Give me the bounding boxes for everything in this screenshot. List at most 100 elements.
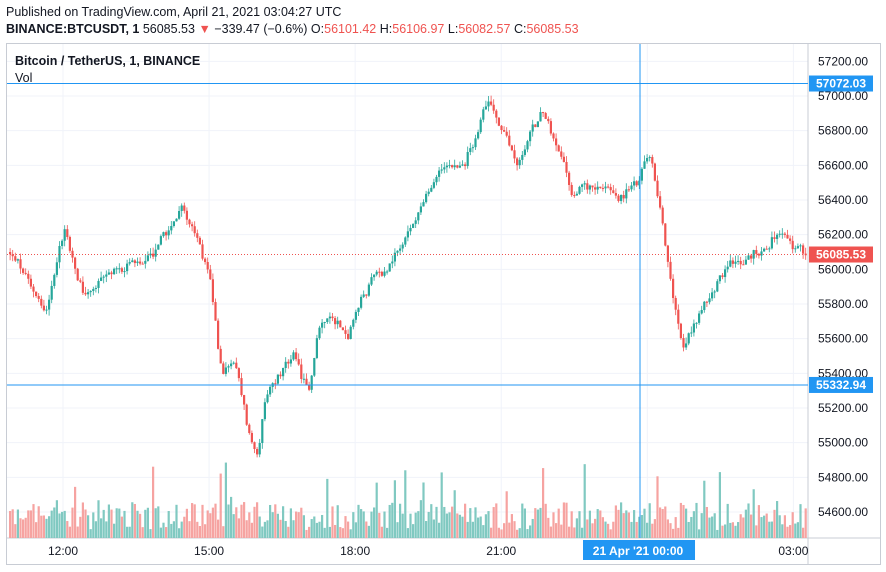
candle-body xyxy=(344,330,347,334)
candle-body xyxy=(648,157,651,159)
candle-body xyxy=(310,375,313,390)
volume-bar xyxy=(185,508,188,538)
candle-body xyxy=(152,253,155,257)
volume-bar xyxy=(440,472,443,538)
candle-body xyxy=(672,278,675,298)
candle-body xyxy=(776,234,779,239)
volume-bar xyxy=(289,508,292,538)
volume-bar xyxy=(526,529,529,538)
y-tick-label: 56000.00 xyxy=(818,262,868,276)
candle-body xyxy=(547,118,550,122)
volume-bar xyxy=(206,510,209,538)
volume-bar xyxy=(757,505,760,538)
volume-bar xyxy=(352,512,355,538)
volume-bar xyxy=(560,524,563,538)
candle-body xyxy=(422,202,425,207)
candle-body xyxy=(469,148,472,153)
volume-bar xyxy=(791,512,794,538)
volume-bar xyxy=(24,517,27,538)
candle-body xyxy=(529,131,532,142)
candle-body xyxy=(110,272,113,275)
volume-bar xyxy=(679,502,682,538)
volume-bar xyxy=(529,525,532,538)
y-tick-label: 56200.00 xyxy=(818,228,868,242)
volume-bar xyxy=(393,480,396,538)
candle-body xyxy=(349,326,352,339)
candle-body xyxy=(16,259,19,261)
volume-bar xyxy=(144,509,147,538)
candle-body xyxy=(409,227,412,232)
volume-bar xyxy=(250,522,253,538)
candle-body xyxy=(799,245,802,247)
crosshair-price-label-bottom: 55332.94 xyxy=(816,378,866,392)
volume-bar xyxy=(297,512,300,538)
candle-body xyxy=(698,313,701,323)
candle-body xyxy=(323,322,326,324)
y-tick-label: 56800.00 xyxy=(818,124,868,138)
candle-body xyxy=(432,182,435,188)
volume-bar xyxy=(188,521,191,538)
candle-body xyxy=(802,245,805,254)
candle-body xyxy=(230,363,233,367)
volume-bar xyxy=(534,508,537,538)
volume-bar xyxy=(391,502,394,538)
candle-body xyxy=(297,359,300,365)
candle-body xyxy=(789,238,792,241)
volume-bar xyxy=(266,520,269,538)
volume-bar xyxy=(495,503,498,538)
candle-body xyxy=(503,130,506,132)
candle-body xyxy=(113,268,116,275)
volume-bar xyxy=(362,511,365,538)
candle-body xyxy=(328,316,331,319)
volume-bar xyxy=(700,513,703,538)
candle-body xyxy=(666,245,669,262)
open-label: O: xyxy=(310,22,325,36)
change-arrow-icon: ▼ xyxy=(198,22,211,36)
volume-bar xyxy=(201,504,204,538)
x-tick-label: 21:00 xyxy=(486,544,516,558)
volume-bar xyxy=(118,508,121,538)
volume-bar xyxy=(183,516,186,538)
candle-body xyxy=(367,284,370,296)
candle-body xyxy=(131,260,134,263)
volume-bar xyxy=(406,528,409,538)
candle-body xyxy=(739,260,742,265)
candle-body xyxy=(726,266,729,270)
symbol-label: BINANCE:BTCUSDT, 1 xyxy=(6,22,140,36)
candle-body xyxy=(477,132,480,139)
published-line: Published on TradingView.com, April 21, … xyxy=(6,5,342,19)
volume-bar xyxy=(432,519,435,538)
volume-bar xyxy=(295,511,298,538)
volume-bar xyxy=(131,502,134,538)
candle-body xyxy=(253,442,256,450)
volume-bar xyxy=(786,526,789,538)
candle-body xyxy=(193,226,196,234)
candle-body xyxy=(711,292,714,299)
candle-body xyxy=(89,290,92,293)
volume-bar xyxy=(263,521,266,538)
candle-body xyxy=(167,230,170,236)
volume-bar xyxy=(503,523,506,538)
candle-body xyxy=(66,229,69,237)
volume-bar xyxy=(232,514,235,538)
volume-bar xyxy=(521,503,524,538)
volume-bar xyxy=(308,526,311,538)
volume-bar xyxy=(373,507,376,538)
volume-bar xyxy=(778,515,781,538)
volume-bar xyxy=(162,522,165,538)
volume-bar xyxy=(128,526,131,538)
volume-bar xyxy=(94,521,97,538)
volume-bar xyxy=(349,529,352,538)
candle-body xyxy=(604,186,607,189)
volume-bar xyxy=(178,528,181,538)
volume-bar xyxy=(513,521,516,538)
candle-body xyxy=(341,327,344,331)
volume-bar xyxy=(107,504,110,538)
candle-body xyxy=(713,291,716,293)
volume-bar xyxy=(360,509,363,538)
volume-bar xyxy=(692,511,695,538)
candle-body xyxy=(461,164,464,166)
crosshair-time-label-bg xyxy=(583,540,696,560)
candle-body xyxy=(58,245,61,263)
